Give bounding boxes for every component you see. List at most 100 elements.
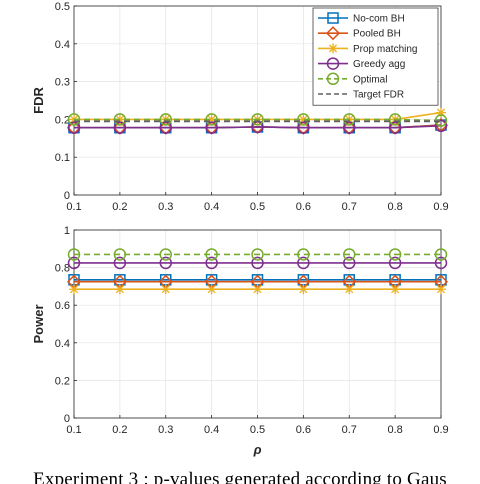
series-greedy-agg [67,256,448,270]
prop-matching-point [298,284,309,295]
prop-matching-point [436,284,446,295]
prop-matching-point [344,284,355,295]
optimal-point [434,248,448,261]
legend-label-no-com-bh: No-com BH [353,14,405,25]
prop-matching-point [206,114,217,125]
fdr-x-tick-label: 0.9 [433,201,448,213]
optimal-point [343,248,356,261]
legend: No-com BH Pooled BH Prop matching Greedy ag… [312,7,439,106]
fdr-x-tick-label: 0.1 [66,201,81,213]
greedy-agg-line [74,125,442,129]
power-ticks: 0.1 0.2 0.3 0.4 0.5 0.6 0.7 0.8 0.9 0 0.2 0.4 0.6 0.8… [55,225,449,436]
power-y-tick-label: 0.4 [55,338,70,350]
fdr-ticks: 0.1 0.2 0.3 0.4 0.5 0.6 0.7 0.8 0.900.10.20.30.4… [55,1,449,213]
fdr-y-axis-label: FDR [31,87,46,114]
prop-matching-point [206,284,217,295]
power-x-tick-label: 0.4 [204,424,219,436]
greedy-agg-point [343,256,356,270]
legend-marker-no-com-bh [327,12,339,24]
prop-matching-point [390,284,401,295]
legend-label-pooled-bh: Pooled BH [353,29,401,40]
figure: 0.1 0.2 0.3 0.4 0.5 0.6 0.7 0.8 0.900.10.20.30.4… [31,1,449,457]
fdr-y-tick-label: 0.2 [55,114,70,126]
power-x-axis-label: ρ [253,442,262,457]
power-y-tick-label: 0.6 [55,300,70,312]
optimal-point [205,113,218,126]
legend-label-target-fdr: Target FDR [353,90,404,101]
greedy-agg-point [67,256,81,270]
power-chart: 0.1 0.2 0.3 0.4 0.5 0.6 0.7 0.8 0.9 0 0.2 0.4 0.6 0.8… [31,225,449,457]
optimal-point [388,248,402,261]
prop-matching-point [252,284,263,295]
power-x-tick-label: 0.3 [158,424,173,436]
fdr-y-tick-label: 0.5 [55,1,70,13]
prop-matching-point [298,114,309,125]
optimal-point [388,113,402,126]
greedy-agg-point [297,256,310,270]
series-optimal [67,113,448,127]
greedy-agg-point [205,256,218,270]
power-y-tick-label: 0.2 [55,375,70,387]
power-x-tick-label: 0.9 [433,424,448,436]
power-y-axis-label: Power [31,304,46,343]
greedy-agg-point [205,121,218,134]
fdr-chart: 0.1 0.2 0.3 0.4 0.5 0.6 0.7 0.8 0.900.10.20.30.4… [31,1,449,213]
greedy-agg-point [159,256,172,270]
legend-item-prop-matching: Prop matching [318,43,417,55]
fdr-x-tick-label: 0.4 [204,201,219,213]
legend-item-pooled-bh: Pooled BH [318,26,401,41]
legend-marker-greedy-agg [326,57,340,70]
legend-marker-pooled-bh [325,26,341,41]
optimal-point [343,113,356,126]
optimal-point [113,248,127,261]
optimal-point [159,113,172,126]
power-grid [73,229,442,419]
greedy-agg-point [434,119,448,133]
greedy-agg-point [251,256,264,270]
prop-matching-point [436,107,446,118]
power-series [66,248,449,295]
optimal-point [251,248,264,261]
greedy-agg-point [388,121,402,134]
optimal-point [251,113,264,126]
power-x-tick-label: 0.5 [250,424,265,436]
series-optimal [67,248,448,261]
power-y-tick-label: 0.8 [55,263,70,275]
optimal-point [297,113,310,126]
fdr-y-tick-label: 0 [64,190,70,202]
fdr-x-tick-label: 0.5 [250,201,265,213]
optimal-point [113,113,127,126]
fdr-y-tick-label: 0.4 [55,39,70,51]
legend-item-no-com-bh: No-com BH [318,12,405,25]
legend-label-prop-matching: Prop matching [353,44,417,55]
legend-label-greedy-agg: Greedy agg [353,59,405,70]
power-x-tick-label: 0.8 [387,424,402,436]
fdr-x-tick-label: 0.8 [387,201,402,213]
fdr-y-tick-label: 0.1 [55,152,70,164]
optimal-point [159,248,172,261]
legend-item-optimal: Optimal [318,72,387,86]
series-prop-matching [69,284,446,295]
legend-marker-prop-matching [328,43,338,54]
fdr-x-tick-label: 0.6 [296,201,311,213]
legend-marker-optimal [326,72,340,86]
optimal-line [74,118,442,122]
greedy-agg-point [113,256,127,270]
greedy-agg-point [343,121,356,134]
optimal-point [67,113,81,126]
power-y-tick-label: 1 [64,225,70,237]
prop-matching-point [160,284,171,295]
greedy-agg-point [113,121,127,134]
legend-box [312,7,439,106]
power-y-tick-label: 0 [64,413,70,425]
power-x-tick-label: 0.2 [112,424,127,436]
legend-item-target-fdr: Target FDR [318,90,404,101]
prop-matching-point [69,284,79,295]
legend-label-optimal: Optimal [353,74,387,85]
greedy-agg-point [434,256,448,270]
fdr-x-tick-label: 0.7 [342,201,357,213]
power-x-tick-label: 0.1 [66,424,81,436]
fdr-series [66,107,449,135]
legend-item-greedy-agg: Greedy agg [318,57,405,70]
greedy-agg-point [297,121,310,134]
